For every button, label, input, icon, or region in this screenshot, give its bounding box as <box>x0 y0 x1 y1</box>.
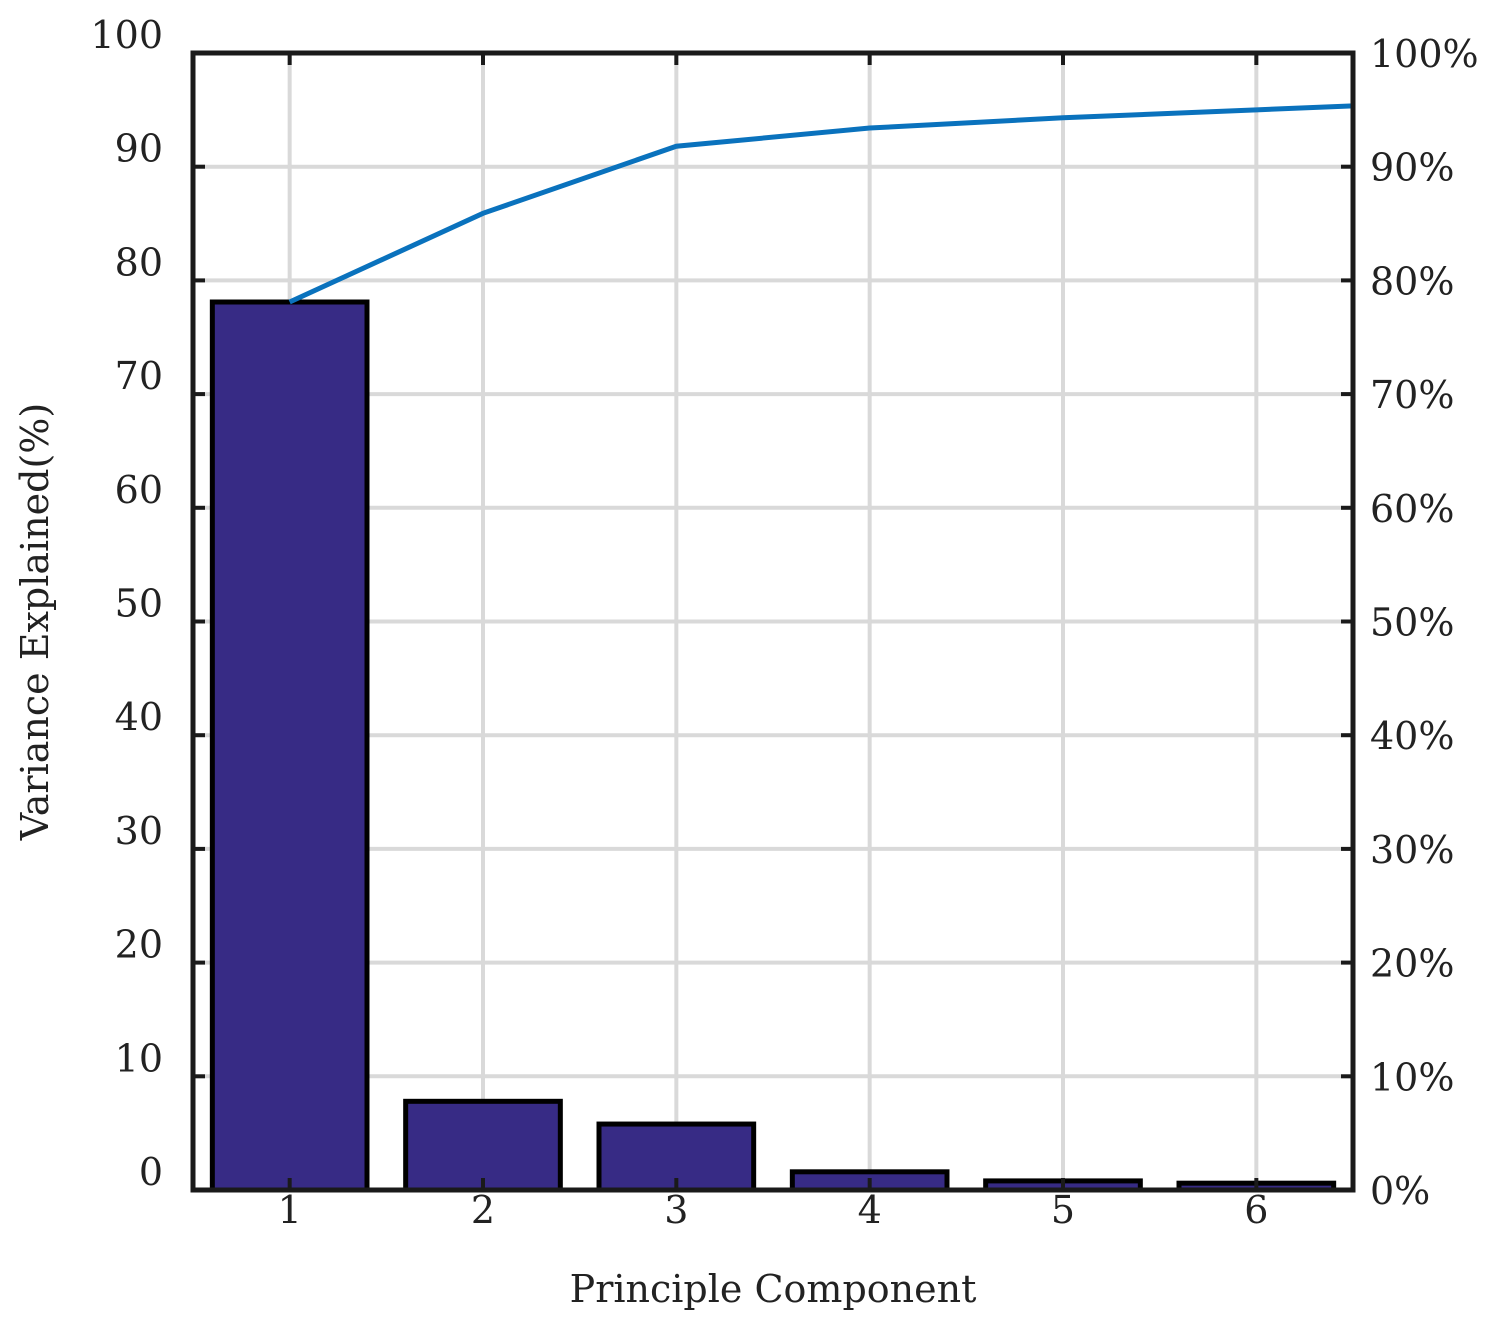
cumulative-line-group <box>288 103 1354 305</box>
y-tick-label: 40 <box>115 695 163 739</box>
x-tick-label: 3 <box>664 1188 688 1232</box>
y2-tick-label: 70% <box>1370 373 1454 417</box>
tick-labels: 0 0% 10 10% 20 20% 30 30% 40 40% 50 50% 60 60% 70 70% 80… <box>90 13 1478 1232</box>
x-tick-label: 5 <box>1051 1188 1075 1232</box>
x-tick-label: 1 <box>278 1188 302 1232</box>
y2-tick-label: 100% <box>1370 32 1479 76</box>
y-tick-label: 50 <box>115 582 163 626</box>
bars <box>209 299 1337 1193</box>
y2-tick-label: 90% <box>1370 146 1454 190</box>
y-tick-label: 90 <box>115 127 163 171</box>
y2-tick-label: 20% <box>1370 942 1454 986</box>
cumulative-line <box>288 103 1354 305</box>
y-tick-label: 80 <box>115 240 163 284</box>
y-tick-label: 0 <box>139 1150 163 1194</box>
x-tick-label: 2 <box>471 1188 495 1232</box>
y2-tick-label: 60% <box>1370 487 1454 531</box>
y-tick-label: 100 <box>90 13 163 57</box>
y2-tick-label: 80% <box>1370 259 1454 303</box>
y2-tick-label: 30% <box>1370 828 1454 872</box>
y-tick-label: 30 <box>115 809 163 853</box>
y-axis-title: Variance Explained(%) <box>13 403 57 841</box>
x-tick-label: 4 <box>858 1188 882 1232</box>
y-tick-label: 60 <box>115 468 163 512</box>
bar <box>209 299 370 1193</box>
y2-tick-label: 40% <box>1370 714 1454 758</box>
y-tick-label: 20 <box>115 923 163 967</box>
ticks <box>193 51 1353 1192</box>
y2-tick-label: 10% <box>1370 1055 1454 1099</box>
y2-tick-label: 0% <box>1370 1169 1430 1213</box>
y2-tick-label: 50% <box>1370 601 1454 645</box>
x-axis-title: Principle Component <box>570 1267 977 1311</box>
x-tick-label: 6 <box>1244 1188 1268 1232</box>
y-tick-label: 10 <box>115 1036 163 1080</box>
bar <box>403 1098 563 1193</box>
y-tick-label: 70 <box>115 354 163 398</box>
